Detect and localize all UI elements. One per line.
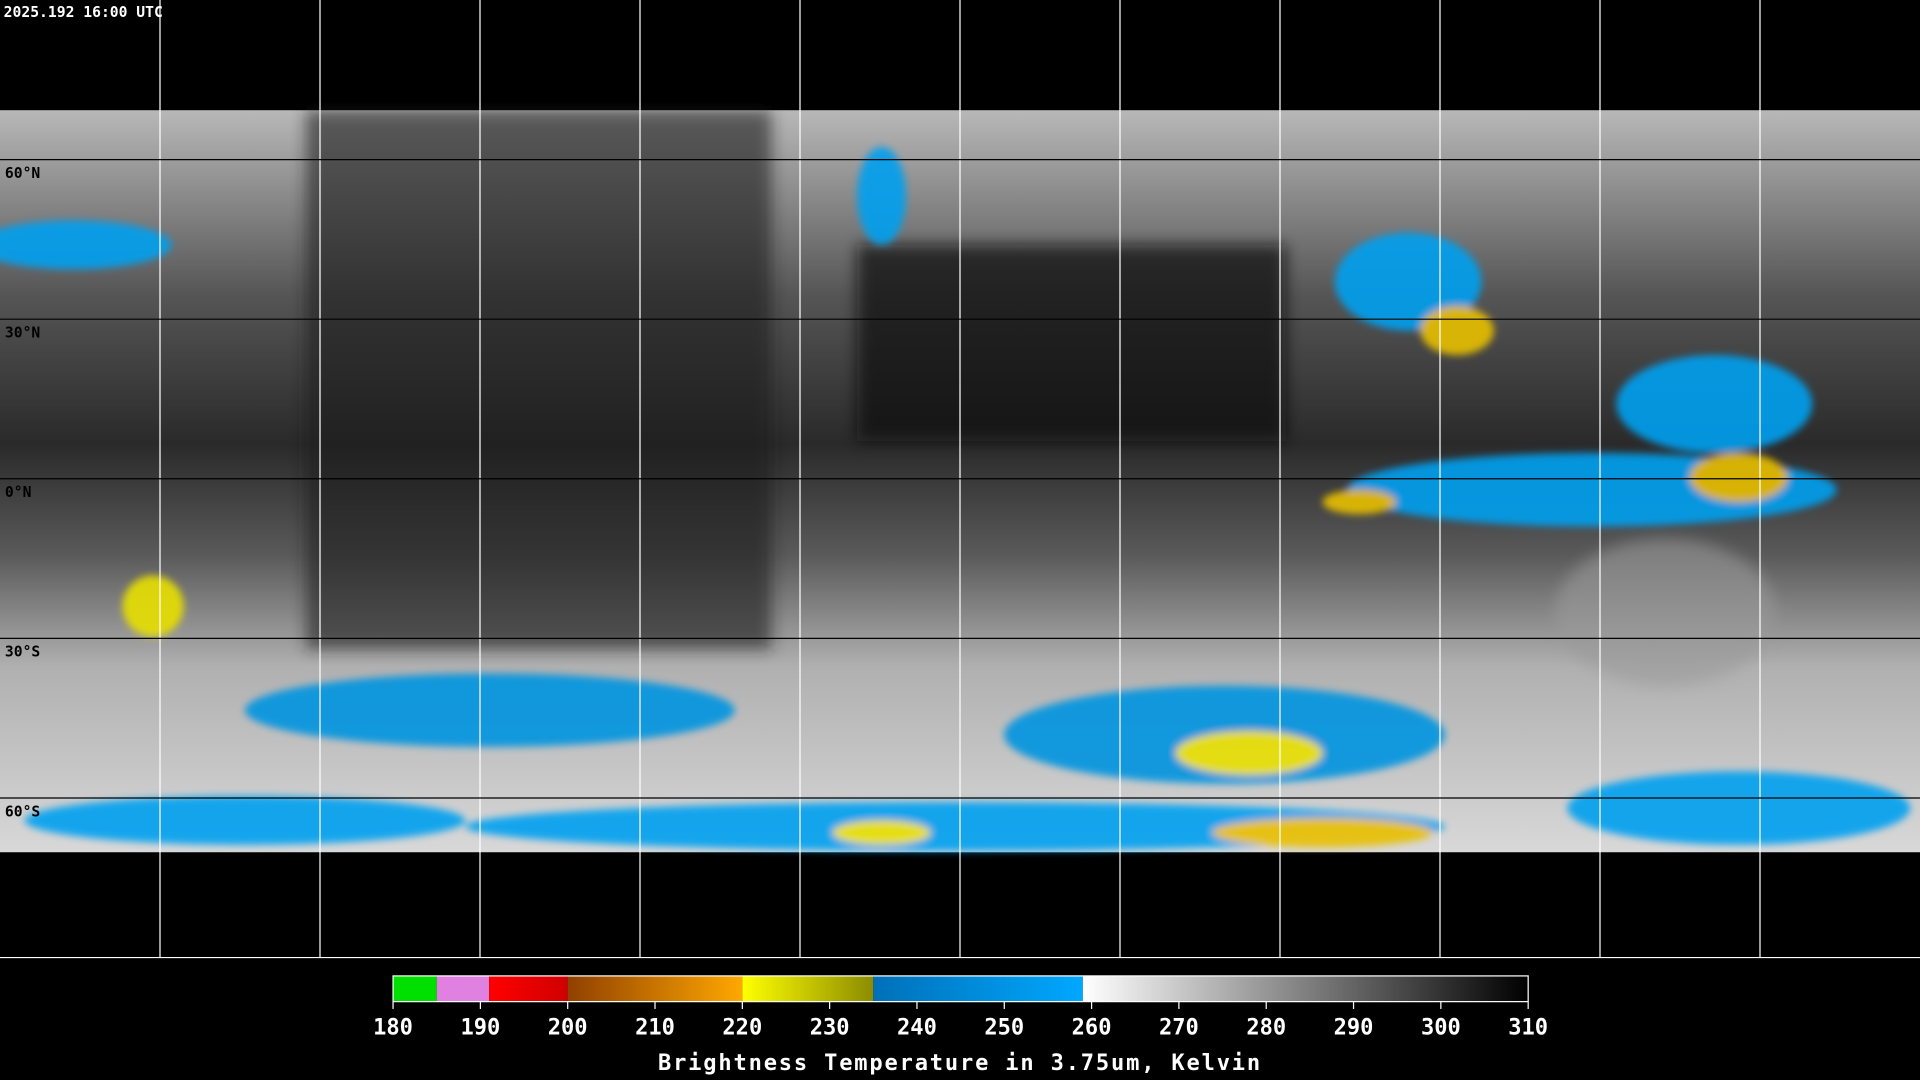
colorbar-tick-label: 250 [984,1016,1024,1041]
colorbar-segment [873,975,1083,1002]
colorbar-tick-label: 180 [373,1016,413,1041]
colorbar-tick-label: 300 [1421,1016,1461,1041]
colorbar-tick-label: 240 [897,1016,937,1041]
latitude-label: 30°N [5,325,40,342]
colorbar-tick-label: 280 [1246,1016,1286,1041]
colorbar-tick-label: 190 [460,1016,500,1041]
colorbar-tick-label: 220 [722,1016,762,1041]
latitude-label: 60°S [5,803,40,820]
colorbar-tick-label: 260 [1072,1016,1112,1041]
colorbar-segment [742,975,874,1002]
colorbar-segment [436,975,490,1002]
colorbar-title: Brightness Temperature in 3.75um, Kelvin [658,1051,1262,1076]
colorbar-tick-label: 210 [635,1016,675,1041]
colorbar-segment [567,975,743,1002]
colorbar: 180 190 200 210 220 230 240 250 260 270 280 290 300 3… [373,975,1548,1041]
timestamp: 2025.192 16:00 UTC [4,4,163,21]
graticule: 60°N 30°N 0°N 30°S 60°S [0,0,1920,959]
latitude-label: 30°S [5,644,40,661]
latitude-label: 0°N [5,484,32,501]
colorbar-segment [1082,975,1529,1002]
colorbar-tick-label: 270 [1159,1016,1199,1041]
colorbar-segment [489,975,568,1002]
colorbar-frame [392,975,1529,1003]
colorbar-segment [393,975,437,1002]
colorbar-tick-label: 200 [548,1016,588,1041]
colorbar-tick-label: 290 [1334,1016,1374,1041]
latitude-label: 60°N [5,165,40,182]
colorbar-tick-label: 310 [1508,1016,1548,1041]
colorbar-tick-label: 230 [810,1016,850,1041]
